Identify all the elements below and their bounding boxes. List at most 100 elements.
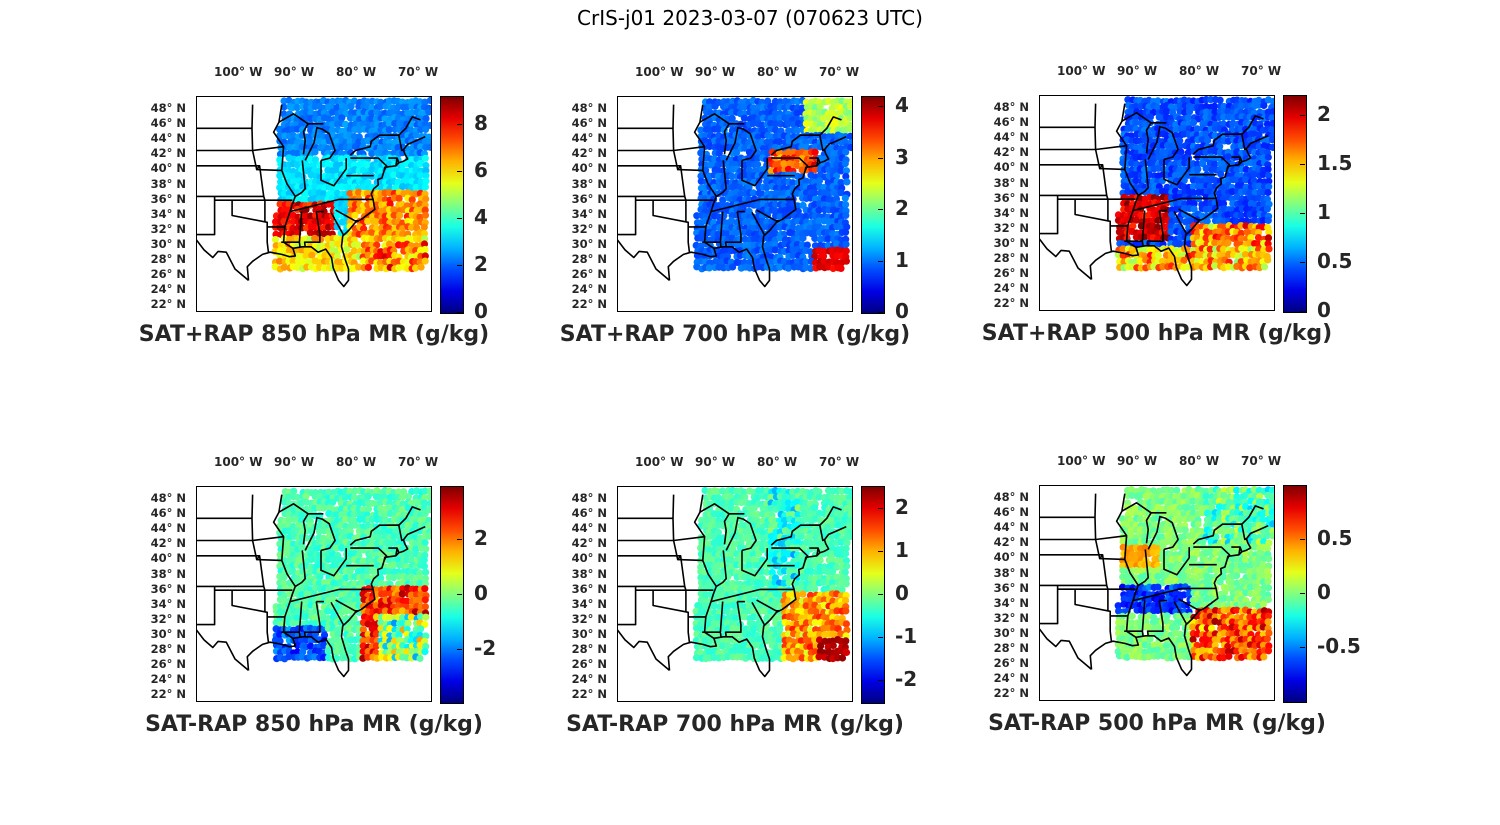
boundary-line	[741, 158, 768, 187]
retrieval-point	[841, 568, 849, 576]
retrieval-point	[763, 184, 771, 192]
retrieval-point	[811, 585, 819, 593]
retrieval-point	[753, 154, 762, 162]
retrieval-point	[705, 264, 713, 272]
retrieval-point	[398, 590, 406, 598]
retrieval-point	[764, 97, 772, 105]
retrieval-point	[333, 223, 341, 231]
retrieval-point	[706, 614, 714, 622]
lat-tick-label: 40° N	[571, 161, 607, 176]
retrieval-points	[271, 487, 431, 663]
retrieval-point	[705, 546, 713, 554]
retrieval-point	[772, 126, 780, 134]
boundary-line	[715, 160, 727, 198]
retrieval-point	[1228, 188, 1236, 196]
retrieval-point	[416, 641, 424, 649]
retrieval-point	[316, 573, 324, 581]
retrieval-point	[280, 189, 288, 198]
retrieval-point	[422, 172, 430, 180]
lat-tick-label: 44° N	[571, 131, 607, 146]
retrieval-point	[789, 179, 797, 187]
retrieval-point	[842, 575, 850, 583]
retrieval-point	[342, 493, 350, 501]
retrieval-point	[1190, 200, 1198, 208]
retrieval-point	[745, 207, 753, 215]
retrieval-point	[421, 509, 429, 518]
retrieval-point	[842, 172, 850, 180]
retrieval-point	[294, 149, 302, 158]
retrieval-point	[302, 162, 311, 170]
retrieval-point	[324, 607, 332, 615]
lat-tick-label: 46° N	[571, 116, 607, 131]
retrieval-point	[311, 234, 319, 242]
retrieval-point	[376, 498, 385, 506]
retrieval-point	[307, 555, 315, 563]
retrieval-point	[767, 167, 775, 175]
retrieval-point	[737, 190, 745, 198]
lon-tick-label: 80° W	[336, 455, 377, 469]
colorbar-tick-mark	[878, 157, 883, 159]
lat-tick-label: 40° N	[150, 551, 186, 566]
retrieval-point	[824, 235, 832, 243]
retrieval-point	[420, 240, 429, 248]
lat-tick-label: 34° N	[993, 205, 1029, 220]
boundary-line	[1040, 195, 1059, 235]
lon-tick-label: 100° W	[635, 65, 684, 79]
colorbar-tick-mark	[1300, 114, 1305, 116]
retrieval-point	[816, 103, 824, 111]
retrieval-point	[812, 608, 820, 616]
retrieval-point	[771, 246, 779, 254]
retrieval-point	[736, 533, 744, 541]
retrieval-point	[364, 263, 372, 271]
retrieval-point	[843, 539, 851, 547]
retrieval-point	[776, 263, 784, 271]
retrieval-point	[1250, 170, 1258, 178]
retrieval-point	[311, 148, 319, 156]
retrieval-point	[1268, 136, 1274, 144]
retrieval-point	[736, 251, 744, 259]
retrieval-point	[1260, 263, 1269, 271]
retrieval-point	[373, 138, 381, 146]
retrieval-point	[1224, 239, 1232, 247]
retrieval-point	[1269, 97, 1274, 106]
retrieval-point	[403, 625, 411, 633]
retrieval-point	[811, 189, 819, 197]
state-boundaries	[197, 104, 426, 288]
colorbar-tick-label: 2	[474, 252, 488, 277]
lat-tick-label: 22° N	[993, 296, 1029, 311]
lat-tick-label: 34° N	[150, 596, 186, 611]
retrieval-point	[710, 602, 718, 610]
boundary-line	[719, 211, 724, 247]
colorbar-tick-mark	[878, 106, 883, 108]
retrieval-point	[416, 171, 424, 179]
lat-tick-label: 32° N	[571, 611, 607, 626]
retrieval-point	[741, 235, 749, 243]
boundary-line	[1163, 157, 1190, 186]
retrieval-point	[820, 114, 828, 122]
retrieval-point	[351, 211, 359, 219]
retrieval-point	[342, 103, 350, 111]
retrieval-point	[364, 217, 372, 225]
retrieval-point	[399, 619, 407, 627]
retrieval-point	[404, 493, 412, 501]
retrieval-point	[417, 625, 425, 633]
retrieval-point	[333, 189, 341, 197]
retrieval-point	[422, 177, 430, 185]
boundary-line	[618, 239, 671, 282]
retrieval-point	[399, 230, 407, 238]
retrieval-point	[359, 578, 367, 586]
boundary-line	[723, 123, 730, 155]
retrieval-point	[1255, 228, 1263, 237]
retrieval-point	[355, 188, 363, 196]
retrieval-point	[842, 148, 850, 156]
retrieval-points	[271, 97, 431, 273]
retrieval-point	[421, 585, 429, 593]
retrieval-point	[1265, 177, 1273, 185]
retrieval-point	[1119, 245, 1127, 253]
map-panel-p3: 100° W 90° W 80° W 70° W 48° N 46° N 44° N 42° …	[977, 49, 1357, 349]
boundary-line	[771, 157, 809, 171]
retrieval-point	[421, 648, 429, 656]
colorbar-tick-label: 4	[474, 205, 488, 230]
boundary-line	[816, 157, 819, 166]
boundary-line	[673, 145, 705, 152]
